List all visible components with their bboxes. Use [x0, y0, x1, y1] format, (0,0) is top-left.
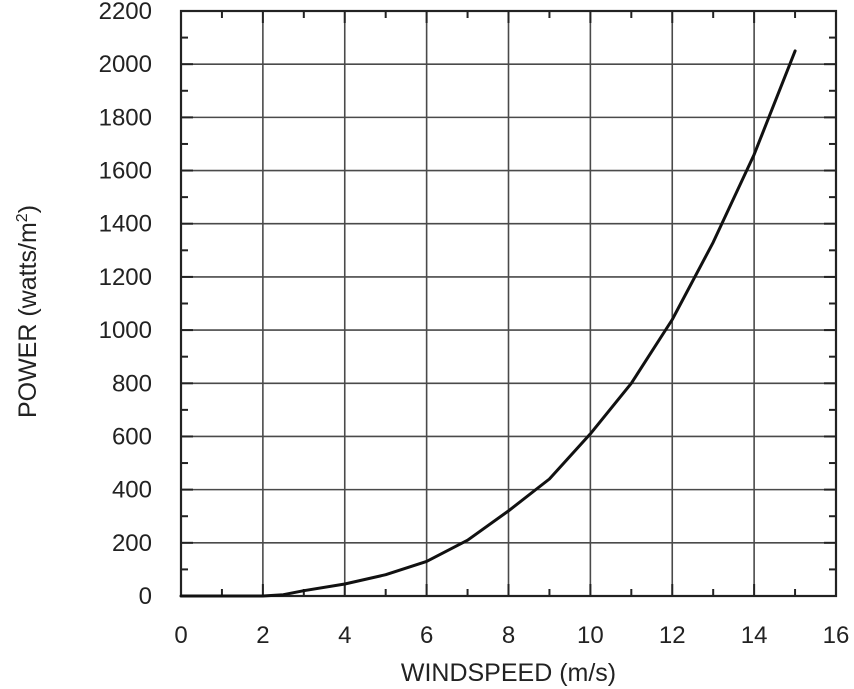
- y-tick-label-1400: 1400: [99, 211, 152, 238]
- y-tick-label-2000: 2000: [99, 51, 152, 78]
- x-tick-label-16: 16: [823, 622, 850, 649]
- x-tick-label-10: 10: [577, 622, 604, 649]
- x-tick-label-12: 12: [659, 622, 686, 649]
- grid-lines: [181, 11, 836, 596]
- y-tick-labels: 0 200 400 600 800 1000 1200 1400 1600 1800 2000 220…: [99, 0, 152, 610]
- power-curve-line: [179, 49, 797, 598]
- y-tick-label-200: 200: [112, 530, 152, 557]
- x-axis-title: WINDSPEED (m/s): [401, 659, 616, 687]
- y-axis-title: POWER (watts/m2): [14, 205, 42, 418]
- y-tick-label-1800: 1800: [99, 104, 152, 131]
- y-tick-label-1200: 1200: [99, 264, 152, 291]
- y-tick-label-1000: 1000: [99, 317, 152, 344]
- y-tick-label-600: 600: [112, 423, 152, 450]
- y-tick-label-400: 400: [112, 477, 152, 504]
- y-axis-title-main: POWER (watts/m: [14, 222, 42, 418]
- x-tick-label-2: 2: [256, 622, 269, 649]
- y-tick-label-2200: 2200: [99, 0, 152, 25]
- x-tick-label-8: 8: [502, 622, 515, 649]
- y-tick-label-1600: 1600: [99, 158, 152, 185]
- x-tick-label-6: 6: [420, 622, 433, 649]
- plot-frame: [179, 9, 838, 598]
- y-tick-label-800: 800: [112, 370, 152, 397]
- y-axis-title-close: ): [14, 205, 42, 213]
- x-tick-label-4: 4: [338, 622, 351, 649]
- y-tick-label-0: 0: [139, 583, 152, 610]
- x-tick-label-14: 14: [741, 622, 768, 649]
- y-axis-title-superscript: 2: [14, 213, 31, 222]
- x-tick-labels: 0 2 4 6 8 10 12 14 16: [174, 622, 849, 649]
- x-tick-label-0: 0: [174, 622, 187, 649]
